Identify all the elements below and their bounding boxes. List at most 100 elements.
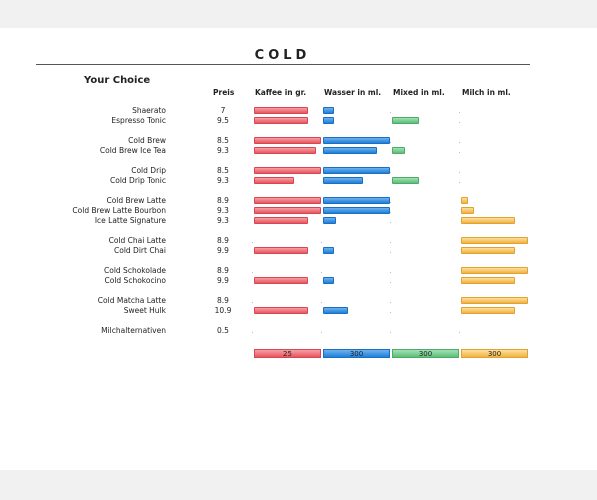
bar-milch bbox=[461, 237, 528, 244]
empty-marker bbox=[459, 172, 460, 173]
row-label: Milchalternativen bbox=[101, 326, 166, 335]
empty-marker bbox=[459, 122, 460, 123]
bar-milch bbox=[461, 247, 515, 254]
bar-mixed bbox=[392, 177, 419, 184]
bar-milch bbox=[461, 297, 528, 304]
bar-wasser bbox=[323, 147, 377, 154]
row-label: Cold Dirt Chai bbox=[114, 246, 166, 255]
scale-bar-milch: 300 bbox=[461, 349, 528, 358]
empty-marker bbox=[459, 152, 460, 153]
row-price: 0.5 bbox=[217, 326, 229, 335]
empty-marker bbox=[321, 302, 322, 303]
section-heading: Your Choice bbox=[84, 75, 151, 86]
row-label: Sweet Hulk bbox=[123, 306, 166, 315]
row-label: Cold Schokocino bbox=[104, 276, 167, 285]
bar-wasser bbox=[323, 217, 336, 224]
row-price: 8.9 bbox=[217, 266, 229, 275]
row-price: 9.3 bbox=[217, 146, 229, 155]
empty-marker bbox=[390, 312, 391, 313]
row-price: 8.5 bbox=[217, 166, 229, 175]
bar-wasser bbox=[323, 117, 334, 124]
row-price: 8.9 bbox=[217, 236, 229, 245]
bar-kaffee bbox=[254, 197, 321, 204]
bar-mixed bbox=[392, 147, 405, 154]
bar-mixed bbox=[392, 117, 419, 124]
empty-marker bbox=[321, 332, 322, 333]
empty-marker bbox=[252, 332, 253, 333]
empty-marker bbox=[390, 112, 391, 113]
bar-wasser bbox=[323, 137, 390, 144]
row-label: Cold Brew Latte Bourbon bbox=[72, 206, 166, 215]
column-header-mixed: Mixed in ml. bbox=[393, 88, 445, 97]
bar-kaffee bbox=[254, 107, 308, 114]
row-label: Cold Schokolade bbox=[104, 266, 166, 275]
bar-wasser bbox=[323, 177, 363, 184]
row-label: Ice Latte Signature bbox=[94, 216, 166, 225]
empty-marker bbox=[390, 142, 391, 143]
bar-milch bbox=[461, 307, 515, 314]
title-divider bbox=[36, 64, 530, 65]
empty-marker bbox=[390, 212, 391, 213]
column-header-milch: Milch in ml. bbox=[462, 88, 511, 97]
row-label: Shaerato bbox=[132, 106, 166, 115]
empty-marker bbox=[459, 142, 460, 143]
empty-marker bbox=[459, 112, 460, 113]
bar-milch bbox=[461, 207, 474, 214]
row-price: 9.3 bbox=[217, 216, 229, 225]
row-label: Cold Brew Ice Tea bbox=[99, 146, 166, 155]
row-price: 9.9 bbox=[217, 246, 229, 255]
empty-marker bbox=[390, 202, 391, 203]
empty-marker bbox=[390, 172, 391, 173]
empty-marker bbox=[390, 252, 391, 253]
scale-bar-mixed: 300 bbox=[392, 349, 459, 358]
bar-milch bbox=[461, 197, 468, 204]
bar-kaffee bbox=[254, 207, 321, 214]
row-label: Espresso Tonic bbox=[111, 116, 166, 125]
row-price: 7 bbox=[220, 106, 226, 115]
empty-marker bbox=[390, 272, 391, 273]
row-price: 10.9 bbox=[214, 306, 232, 315]
bar-milch bbox=[461, 267, 528, 274]
empty-marker bbox=[390, 332, 391, 333]
bar-wasser bbox=[323, 207, 390, 214]
bar-wasser bbox=[323, 247, 334, 254]
row-label: Cold Drip bbox=[131, 166, 166, 175]
row-price: 8.9 bbox=[217, 196, 229, 205]
bar-kaffee bbox=[254, 137, 321, 144]
empty-marker bbox=[390, 302, 391, 303]
bar-kaffee bbox=[254, 307, 308, 314]
page-title: COLD bbox=[254, 48, 311, 63]
bar-wasser bbox=[323, 307, 348, 314]
row-price: 9.3 bbox=[217, 176, 229, 185]
empty-marker bbox=[390, 242, 391, 243]
empty-marker bbox=[252, 302, 253, 303]
bar-milch bbox=[461, 217, 515, 224]
empty-marker bbox=[459, 332, 460, 333]
empty-marker bbox=[321, 272, 322, 273]
empty-marker bbox=[321, 242, 322, 243]
column-header-wasser: Wasser in ml. bbox=[324, 88, 382, 97]
bar-kaffee bbox=[254, 167, 321, 174]
bar-kaffee bbox=[254, 277, 308, 284]
scale-bar-wasser: 300 bbox=[323, 349, 390, 358]
bar-kaffee bbox=[254, 117, 308, 124]
row-price: 9.9 bbox=[217, 276, 229, 285]
row-label: Cold Matcha Latte bbox=[97, 296, 166, 305]
bar-wasser bbox=[323, 197, 390, 204]
row-label: Cold Drip Tonic bbox=[110, 176, 166, 185]
row-price: 9.3 bbox=[217, 206, 229, 215]
row-label: Cold Brew bbox=[128, 136, 166, 145]
column-header-kaffee: Kaffee in gr. bbox=[255, 88, 307, 97]
row-label: Cold Chai Latte bbox=[108, 236, 166, 245]
empty-marker bbox=[390, 222, 391, 223]
bar-wasser bbox=[323, 277, 334, 284]
bar-wasser bbox=[323, 167, 390, 174]
row-price: 8.5 bbox=[217, 136, 229, 145]
row-price: 8.9 bbox=[217, 296, 229, 305]
bar-milch bbox=[461, 277, 515, 284]
bar-wasser bbox=[323, 107, 334, 114]
bar-kaffee bbox=[254, 147, 316, 154]
row-label: Cold Brew Latte bbox=[106, 196, 166, 205]
bar-kaffee bbox=[254, 247, 308, 254]
empty-marker bbox=[252, 242, 253, 243]
